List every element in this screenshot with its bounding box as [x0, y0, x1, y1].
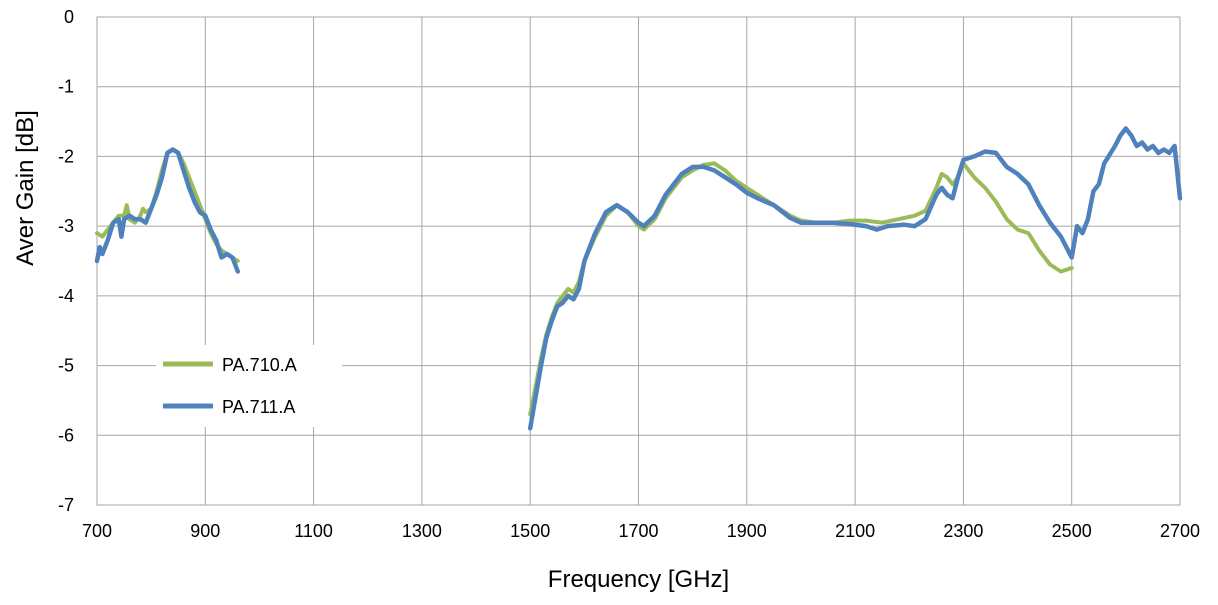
x-tick-label: 1700 — [618, 521, 658, 541]
y-tick-labels: 0 -1 -2 -3 -4 -5 -6 -7 — [58, 7, 74, 515]
x-axis-title: Frequency [GHz] — [548, 566, 729, 593]
x-tick-label: 900 — [190, 521, 220, 541]
x-tick-label: 2100 — [835, 521, 875, 541]
legend-box — [156, 345, 342, 427]
legend-label-pa-710-a: PA.710.A — [222, 355, 297, 375]
legend-label-pa-711-a: PA.711.A — [222, 397, 295, 417]
x-tick-label: 700 — [82, 521, 112, 541]
y-tick-label: -4 — [58, 286, 74, 306]
y-tick-label: 0 — [64, 7, 74, 27]
x-tick-label: 2500 — [1052, 521, 1092, 541]
y-tick-label: -7 — [58, 495, 74, 515]
y-tick-label: -2 — [58, 146, 74, 166]
x-tick-labels: 700 900 1100 1300 1500 1700 1900 2100 2300 2500 27… — [82, 521, 1200, 541]
series-line-pa-711-a — [94, 147, 241, 274]
series-lines — [94, 126, 1183, 431]
x-tick-label: 1100 — [294, 521, 333, 541]
legend: PA.710.A PA.711.A — [156, 345, 342, 427]
y-tick-label: -5 — [58, 356, 74, 376]
y-tick-label: -3 — [58, 216, 74, 236]
x-tick-label: 2300 — [943, 521, 983, 541]
grid-lines — [96, 16, 1181, 506]
x-tick-label: 2700 — [1160, 521, 1200, 541]
y-tick-label: -1 — [58, 77, 74, 97]
series-line-pa-711-a — [527, 126, 1183, 431]
x-tick-label: 1500 — [510, 521, 550, 541]
y-tick-label: -6 — [58, 425, 74, 445]
y-axis-title: Aver Gain [dB] — [12, 110, 39, 266]
x-tick-label: 1300 — [402, 521, 442, 541]
x-tick-label: 1900 — [727, 521, 767, 541]
series-line-pa-710-a — [528, 161, 1074, 417]
